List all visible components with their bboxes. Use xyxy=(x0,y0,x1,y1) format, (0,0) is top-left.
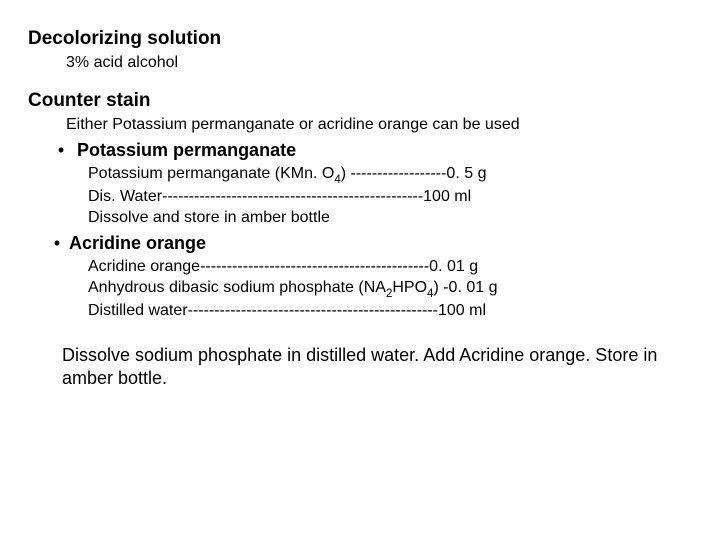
acridine-orange-recipe: Acridine orange-------------------------… xyxy=(88,258,692,320)
bullet-title: Acridine orange xyxy=(69,233,206,253)
recipe-line: Anhydrous dibasic sodium phosphate (NA2H… xyxy=(88,279,692,299)
decolorizing-heading: Decolorizing solution xyxy=(28,28,692,50)
bullet-potassium-permanganate: • Potassium permanganate xyxy=(50,140,692,161)
recipe-line: Dissolve and store in amber bottle xyxy=(88,209,692,227)
bullet-dot: • xyxy=(50,140,72,161)
counterstain-intro: Either Potassium permanganate or acridin… xyxy=(66,116,692,134)
potassium-permanganate-recipe: Potassium permanganate (KMn. O4) -------… xyxy=(88,165,692,227)
bullet-title: Potassium permanganate xyxy=(77,140,296,160)
recipe-line: Potassium permanganate (KMn. O4) -------… xyxy=(88,165,692,185)
decolorizing-detail: 3% acid alcohol xyxy=(66,54,692,72)
counterstain-heading: Counter stain xyxy=(28,90,692,112)
recipe-line: Distilled water-------------------------… xyxy=(88,302,692,320)
recipe-line: Acridine orange-------------------------… xyxy=(88,258,692,276)
page-content: Decolorizing solution 3% acid alcohol Co… xyxy=(0,0,720,389)
recipe-line: Dis. Water------------------------------… xyxy=(88,188,692,206)
final-note: Dissolve sodium phosphate in distilled w… xyxy=(62,344,692,389)
bullet-dot: • xyxy=(50,233,64,254)
bullet-acridine-orange: • Acridine orange xyxy=(50,233,692,254)
